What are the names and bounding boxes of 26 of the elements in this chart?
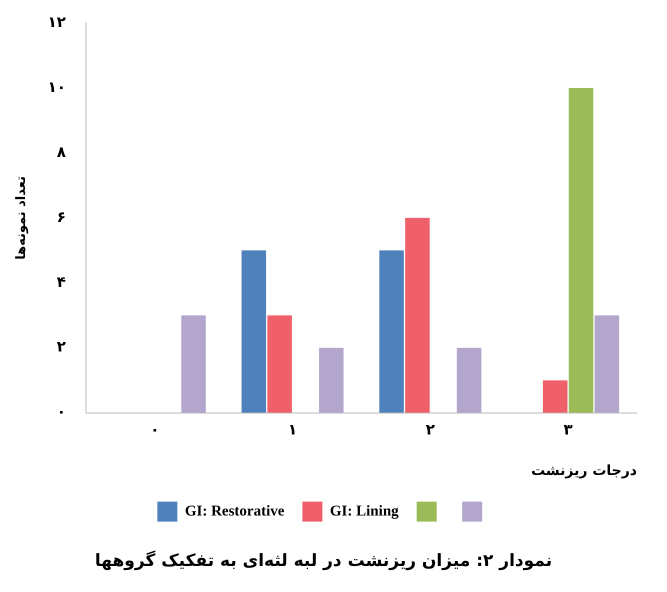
y-tick-label: ۶ — [56, 208, 66, 226]
x-tick-label: ۰ — [150, 420, 160, 439]
y-tick-label: ۴ — [56, 272, 66, 291]
text: نمودار ۲: میزان ریزنشت در لبه لثه‌ای به تفکیک گروهها — [94, 550, 552, 572]
y-tick-label: ۰ — [56, 402, 66, 421]
y-tick-label: ۱۰ — [48, 78, 66, 96]
legend-label: GI: Restorative — [184, 503, 285, 520]
x-axis-title: درجات ریزنشت — [531, 462, 637, 479]
bar — [242, 250, 266, 413]
bar — [542, 380, 568, 413]
x-tick-label: ۱ — [288, 420, 298, 439]
legend-label: GI: Lining — [330, 503, 400, 520]
bar — [456, 348, 482, 413]
bar — [594, 315, 620, 413]
x-tick-label: ۳ — [564, 420, 573, 439]
bar — [319, 348, 344, 413]
x-tick-label: ۲ — [426, 420, 435, 439]
bar — [267, 315, 292, 413]
y-tick-label: ۸ — [56, 142, 66, 161]
y-tick-label: ۱۲ — [48, 12, 66, 31]
bar — [379, 250, 404, 413]
bar — [405, 218, 430, 413]
y-axis-title: تعداد نمونه‌ها — [14, 176, 30, 260]
bar — [568, 88, 594, 413]
y-tick-label: ۲ — [56, 338, 66, 356]
bar — [181, 315, 206, 413]
